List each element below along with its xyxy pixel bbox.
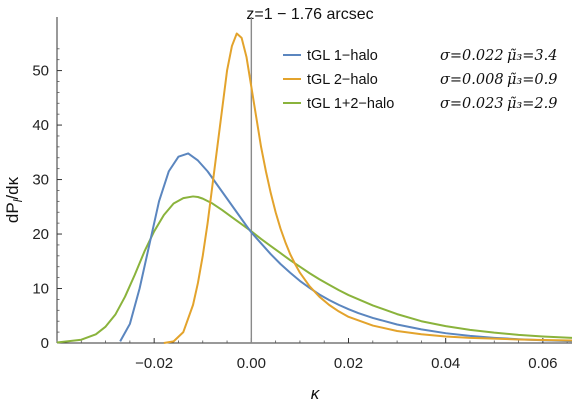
legend-mu: μ̃₃=3.4: [507, 48, 557, 64]
y-axis-label-sub: l: [11, 199, 25, 202]
y-tick-label: 20: [32, 226, 49, 243]
y-axis-label: dPl/dκ: [3, 176, 25, 223]
x-tick-label: 0.06: [528, 355, 557, 372]
x-tick-label: 0.02: [334, 355, 363, 372]
x-tick-label: −0.02: [135, 355, 173, 372]
legend-series-name: tGL 1+2−halo: [307, 96, 394, 112]
series-line-2: [163, 32, 573, 344]
x-tick-label: 0.00: [237, 355, 266, 372]
series-line-3: [56, 195, 573, 344]
legend-series-name: tGL 2−halo: [307, 72, 378, 88]
legend-series-name: tGL 1−halo: [307, 48, 378, 64]
legend-mu: μ̃₃=0.9: [507, 72, 557, 88]
x-tick-label: 0.04: [431, 355, 460, 372]
y-tick-label: 50: [32, 63, 49, 80]
x-axis-label: κ: [311, 384, 321, 403]
y-tick-label: 40: [32, 117, 49, 134]
legend: tGL 1−halo σ=0.022 μ̃₃=3.4 tGL 2−halo σ=0.00…: [283, 48, 557, 112]
legend-sigma: σ=0.022: [440, 48, 504, 64]
y-tick-label: 10: [32, 281, 49, 298]
series-line-1: [119, 152, 573, 343]
y-axis-label-tail: /dκ: [3, 176, 22, 199]
legend-mu: μ̃₃=2.9: [507, 96, 557, 112]
x-ticks: −0.02 0.00 0.02 0.04 0.06: [56, 338, 568, 372]
chart-title: z=1 − 1.76 arcsec: [246, 6, 373, 23]
axes: [56, 17, 572, 344]
y-axis-label-main: dP: [3, 202, 22, 223]
y-tick-label: 30: [32, 172, 49, 189]
legend-sigma: σ=0.008: [440, 72, 504, 88]
series-group: [56, 32, 573, 344]
legend-sigma: σ=0.023: [440, 96, 504, 112]
y-tick-label: 0: [41, 335, 49, 352]
y-ticks: 0 10 20 30 40 50: [32, 48, 62, 352]
